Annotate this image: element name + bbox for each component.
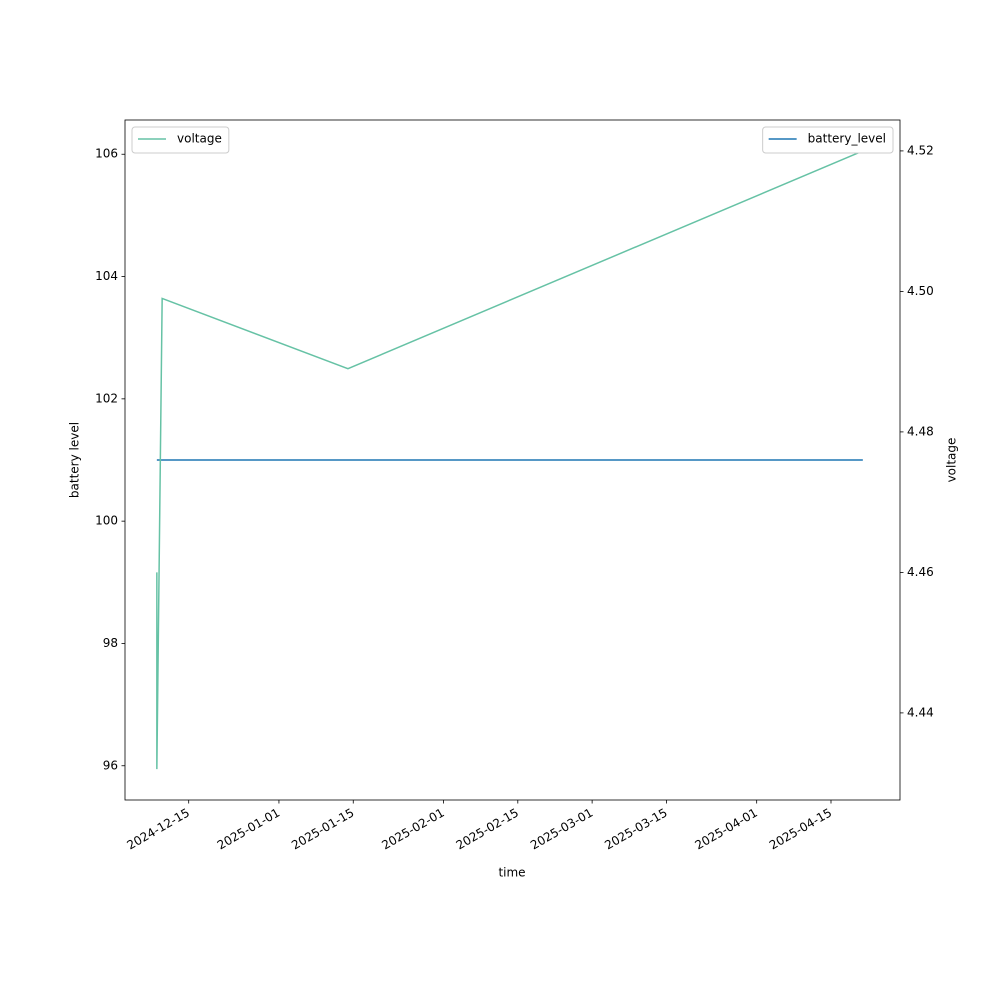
plot-frame bbox=[124, 119, 901, 801]
y-tick-label: 100 bbox=[95, 514, 118, 528]
y-tick-label: 106 bbox=[95, 147, 118, 161]
x-tick-label: 2025-01-15 bbox=[289, 806, 356, 853]
y2-axis-label: voltage bbox=[945, 438, 959, 483]
series-line bbox=[156, 150, 864, 770]
x-axis-label: time bbox=[498, 866, 525, 880]
y2-tick-label: 4.50 bbox=[907, 284, 934, 298]
y2-tick-label: 4.52 bbox=[907, 143, 934, 157]
y-tick-label: 96 bbox=[103, 758, 118, 772]
x-tick-label: 2025-04-01 bbox=[693, 806, 760, 853]
y2-tick-label: 4.46 bbox=[907, 565, 934, 579]
y2-tick-label: 4.44 bbox=[907, 705, 934, 719]
x-tick-label: 2025-03-01 bbox=[528, 806, 595, 853]
y-tick-label: 98 bbox=[103, 636, 118, 650]
y-tick-label: 104 bbox=[95, 269, 118, 283]
y2-tick-label: 4.48 bbox=[907, 424, 934, 438]
x-tick-label: 2025-04-15 bbox=[767, 806, 834, 853]
y-tick-label: 102 bbox=[95, 391, 118, 405]
legend-label: voltage bbox=[177, 132, 222, 146]
x-tick-label: 2025-03-15 bbox=[602, 806, 669, 853]
legend-label: battery_level bbox=[808, 132, 886, 146]
legend-box bbox=[131, 126, 230, 154]
legend: battery_level bbox=[762, 126, 894, 154]
x-tick-label: 2025-01-01 bbox=[215, 806, 282, 853]
y-axis-label: battery level bbox=[68, 422, 82, 498]
x-tick-label: 2025-02-15 bbox=[454, 806, 521, 853]
legend-box bbox=[762, 126, 894, 154]
x-tick-label: 2024-12-15 bbox=[125, 806, 192, 853]
legend: voltage bbox=[131, 126, 230, 154]
x-tick-label: 2025-02-01 bbox=[379, 806, 446, 853]
